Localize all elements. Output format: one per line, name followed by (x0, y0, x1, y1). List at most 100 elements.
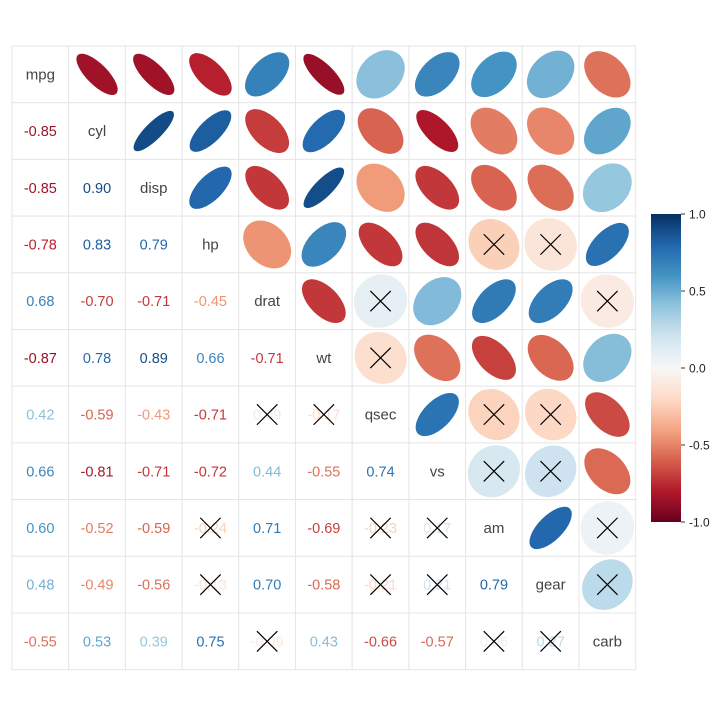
correlation-value: 0.70 (253, 578, 281, 594)
cell-border (68, 612, 126, 671)
cell-wt-am (465, 329, 523, 387)
legend-ticks: 1.0 0.5 0.0 -0.5 -1.0 (681, 208, 710, 530)
correlation-ellipse (133, 110, 174, 152)
insignificant-cross (426, 517, 448, 539)
insignificant-cross (256, 630, 278, 652)
correlation-value: -0.59 (137, 521, 170, 537)
matrix-cells: mpg -0.85 cyl -0.85 0.90 disp -0.78 0.83 0.79 hp 0… (11, 45, 637, 671)
cell-hp-hp: hp (181, 215, 240, 274)
cell-gear-drat: 0.70 (238, 555, 297, 614)
correlation-value: 0.66 (196, 351, 224, 367)
correlation-ellipse (189, 53, 232, 96)
cell-mpg-wt (295, 45, 353, 104)
cell-disp-am (465, 158, 523, 217)
cell-am-vs: 0.17 (408, 499, 467, 557)
cell-border (295, 442, 353, 501)
correlation-value: 0.83 (83, 237, 111, 253)
correlation-ellipse (527, 334, 574, 381)
correlation-ellipse (585, 222, 629, 266)
cell-cyl-drat (238, 102, 297, 160)
cell-border (521, 555, 580, 614)
correlation-ellipse (584, 448, 631, 495)
correlation-ellipse (301, 279, 346, 324)
correlation-value: -0.87 (24, 351, 57, 367)
correlation-ellipse (245, 109, 290, 153)
cell-carb-gear: 0.27 (521, 612, 580, 671)
cell-disp-cyl: 0.90 (68, 158, 126, 217)
cell-gear-vs: 0.21 (408, 555, 467, 614)
cell-border (408, 612, 467, 671)
correlation-ellipse (243, 220, 292, 269)
cell-cyl-mpg: -0.85 (11, 102, 70, 160)
correlation-value: 0.44 (253, 464, 281, 480)
cell-border (68, 499, 126, 557)
correlation-value: 0.90 (83, 181, 111, 197)
cell-vs-wt: -0.55 (295, 442, 353, 501)
correlation-value: 0.75 (196, 634, 224, 650)
cell-gear-disp: -0.56 (124, 555, 183, 614)
cell-wt-drat: -0.71 (238, 329, 297, 387)
correlation-value: 0.17 (423, 521, 451, 537)
cell-gear-hp: -0.13 (181, 555, 240, 614)
cell-mpg-cyl (68, 45, 126, 104)
correlation-ellipse (414, 52, 460, 97)
cell-cyl-wt (295, 102, 353, 160)
correlation-value: -0.43 (137, 408, 170, 424)
cell-vs-vs: vs (408, 442, 467, 501)
variable-label: cyl (88, 123, 106, 140)
cell-border (11, 612, 70, 671)
cell-gear-gear: gear (521, 555, 580, 614)
insignificant-cross (596, 574, 618, 596)
correlation-value: 0.78 (83, 351, 111, 367)
cell-gear-mpg: 0.48 (11, 555, 70, 614)
correlation-value: 0.66 (26, 464, 54, 480)
cell-hp-wt (295, 215, 353, 274)
legend-tick-label: -0.5 (689, 439, 710, 453)
correlation-value: -0.55 (24, 634, 57, 650)
cell-drat-hp: -0.45 (181, 272, 240, 330)
cell-qsec-cyl: -0.59 (68, 385, 126, 444)
cell-gear-carb (578, 555, 637, 614)
cell-border (68, 442, 126, 501)
cell-carb-disp: 0.39 (124, 612, 183, 671)
correlation-value: 0.21 (423, 578, 451, 594)
cell-cyl-qsec (351, 102, 410, 160)
correlation-value: 0.09 (253, 408, 281, 424)
cell-mpg-disp (124, 45, 183, 104)
insignificant-cross (483, 460, 505, 482)
correlation-ellipse (133, 53, 175, 95)
cell-gear-wt: -0.58 (295, 555, 353, 614)
cell-border (124, 499, 183, 557)
cell-cyl-vs (408, 102, 467, 160)
cell-border (351, 612, 410, 671)
correlation-ellipse (528, 279, 573, 324)
cell-drat-disp: -0.71 (124, 272, 183, 330)
insignificant-cross (596, 290, 618, 312)
cell-drat-gear (521, 272, 580, 330)
cell-border (181, 329, 240, 387)
cell-am-gear (521, 499, 580, 557)
cell-carb-mpg: -0.55 (11, 612, 70, 671)
cell-border (124, 612, 183, 671)
correlation-value: -0.58 (307, 578, 340, 594)
correlation-value: 0.06 (480, 634, 508, 650)
correlation-ellipse (301, 222, 347, 267)
correlation-value: 0.74 (366, 464, 394, 480)
cell-vs-mpg: 0.66 (11, 442, 70, 501)
correlation-ellipse (415, 392, 459, 437)
cell-disp-hp (181, 158, 240, 217)
cell-drat-carb (578, 272, 637, 330)
cell-hp-mpg: -0.78 (11, 215, 70, 274)
correlation-value: -0.71 (137, 294, 170, 310)
correlation-value: 0.60 (26, 521, 54, 537)
cell-qsec-wt: -0.17 (295, 385, 353, 444)
correlation-ellipse (414, 334, 461, 382)
correlation-ellipse (302, 109, 346, 153)
cell-hp-gear (521, 215, 580, 274)
cell-border (11, 555, 70, 614)
cell-drat-am (465, 272, 523, 330)
correlation-ellipse (303, 167, 345, 209)
cell-border (295, 612, 353, 671)
cell-disp-qsec (351, 158, 410, 217)
